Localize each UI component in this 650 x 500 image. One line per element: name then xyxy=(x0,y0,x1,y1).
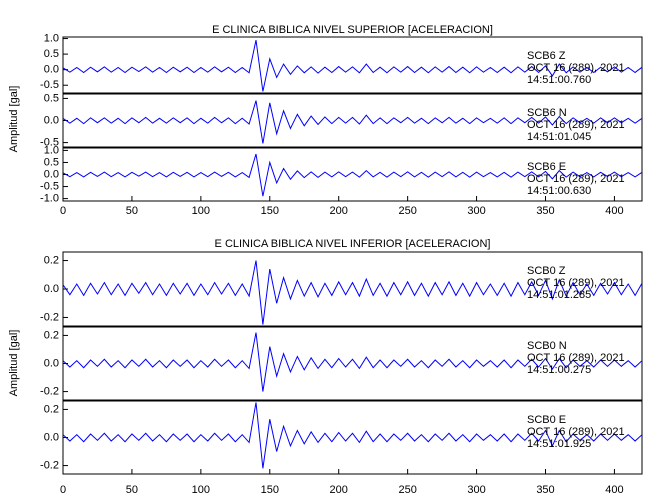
y-tick-label: 0.5 xyxy=(44,48,59,60)
trace-date: OCT 16 (289), 2021 xyxy=(527,62,625,74)
waveform xyxy=(62,332,643,392)
x-tick-label: 100 xyxy=(192,205,210,217)
waveform xyxy=(62,260,643,325)
waveform xyxy=(62,402,643,469)
x-tick-label: 0 xyxy=(60,484,66,496)
y-tick-label: -0.2 xyxy=(40,459,59,471)
x-tick-label: 100 xyxy=(192,484,210,496)
chart-title: E CLINICA BIBLICA NIVEL SUPERIOR [ACELER… xyxy=(212,24,493,36)
y-tick-label: 0.2 xyxy=(44,254,59,266)
waveform xyxy=(62,40,643,92)
y-tick-label: 0.2 xyxy=(44,329,59,341)
chart-title: E CLINICA BIBLICA NIVEL INFERIOR [ACELER… xyxy=(215,238,491,250)
y-tick-label: -0.2 xyxy=(40,311,59,323)
y-tick-label: 1.0 xyxy=(44,32,59,44)
y-tick-label: 0.5 xyxy=(44,156,59,168)
x-tick-label: 0 xyxy=(60,205,66,217)
x-tick-label: 150 xyxy=(261,205,279,217)
trace-name: SCB6 N xyxy=(527,107,567,119)
trace-name: SCB0 Z xyxy=(527,265,566,277)
trace-time: 14:51:01.045 xyxy=(527,131,591,143)
y-tick-label: -0.2 xyxy=(40,385,59,397)
trace-name: SCB0 N xyxy=(527,340,567,352)
trace-name: SCB6 E xyxy=(527,161,566,173)
x-tick-label: 50 xyxy=(126,484,138,496)
y-tick-label: -0.5 xyxy=(40,79,59,91)
y-tick-label: 0.2 xyxy=(44,403,59,415)
y-tick-label: 0.0 xyxy=(44,283,59,295)
panel-frame xyxy=(62,36,643,94)
y-tick-label: -0.5 xyxy=(40,136,59,148)
x-tick-label: 250 xyxy=(398,205,416,217)
y-tick-label: 0.0 xyxy=(44,114,59,126)
y-tick-label: 0.5 xyxy=(44,92,59,104)
waveform xyxy=(62,153,643,197)
x-tick-label: 400 xyxy=(605,205,623,217)
trace-date: OCT 16 (289), 2021 xyxy=(527,119,625,131)
y-tick-label: -1.0 xyxy=(40,192,59,204)
trace-date: OCT 16 (289), 2021 xyxy=(527,352,625,364)
trace-time: 14:51:00.275 xyxy=(527,364,591,376)
x-tick-label: 200 xyxy=(330,205,348,217)
trace-date: OCT 16 (289), 2021 xyxy=(527,277,625,289)
trace-name: SCB0 E xyxy=(527,414,566,426)
trace-time: 14:51:00.630 xyxy=(527,185,591,197)
x-tick-label: 200 xyxy=(330,484,348,496)
trace-name: SCB6 Z xyxy=(527,50,566,62)
y-axis-label: Amplitud [gal] xyxy=(8,330,20,397)
x-tick-label: 300 xyxy=(467,205,485,217)
y-axis-label: Amplitud [gal] xyxy=(8,86,20,153)
y-tick-label: -0.5 xyxy=(40,180,59,192)
y-tick-label: 0.0 xyxy=(44,168,59,180)
x-tick-label: 300 xyxy=(467,484,485,496)
x-tick-label: 250 xyxy=(398,484,416,496)
x-tick-label: 400 xyxy=(605,484,623,496)
y-tick-label: 0.0 xyxy=(44,64,59,76)
trace-time: 14:51:01.925 xyxy=(527,438,591,450)
x-tick-label: 350 xyxy=(536,484,554,496)
trace-time: 14:51:01.285 xyxy=(527,289,591,301)
x-tick-label: 350 xyxy=(536,205,554,217)
x-tick-label: 50 xyxy=(126,205,138,217)
trace-date: OCT 16 (289), 2021 xyxy=(527,173,625,185)
trace-date: OCT 16 (289), 2021 xyxy=(527,426,625,438)
waveform xyxy=(62,100,643,144)
y-tick-label: 0.0 xyxy=(44,431,59,443)
y-tick-label: 1.0 xyxy=(44,144,59,156)
y-tick-label: 0.0 xyxy=(44,357,59,369)
x-tick-label: 150 xyxy=(261,484,279,496)
trace-time: 14:51:00.760 xyxy=(527,74,591,86)
